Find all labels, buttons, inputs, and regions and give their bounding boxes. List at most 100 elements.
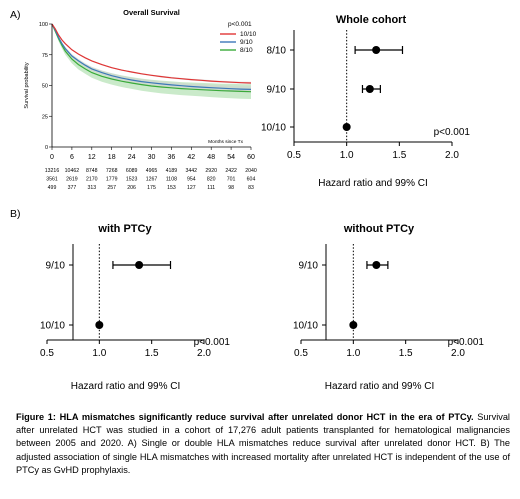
forest-x-tick-label: 1.5 xyxy=(399,348,413,359)
km-at-risk-value: 2619 xyxy=(66,177,78,183)
km-ci-band-9-10 xyxy=(52,24,251,93)
km-x-tick-label: 6 xyxy=(70,154,74,161)
km-at-risk-value: 499 xyxy=(48,185,57,191)
km-x-tick-label: 54 xyxy=(227,154,235,161)
km-at-risk-value: 127 xyxy=(187,185,196,191)
km-at-risk-value: 2170 xyxy=(86,177,98,183)
km-at-risk-value: 257 xyxy=(107,185,116,191)
forest-x-tick-label: 1.5 xyxy=(145,348,159,359)
forest-row-label: 10/10 xyxy=(293,321,318,332)
km-x-tick-label: 30 xyxy=(148,154,156,161)
forest-xlabel: Hazard ratio and 99% CI xyxy=(71,381,181,392)
km-line-9-10 xyxy=(51,23,252,90)
km-at-risk-value: 10462 xyxy=(65,168,80,174)
forest-x-tick-label: 1.5 xyxy=(392,150,406,161)
forest-point xyxy=(95,321,104,329)
km-at-risk-value: 3561 xyxy=(46,177,58,183)
km-line-8-10 xyxy=(51,23,252,93)
km-y-tick-label: 50 xyxy=(42,84,48,90)
km-at-risk-value: 1523 xyxy=(126,177,138,183)
forest-point xyxy=(372,46,381,54)
km-x-tick-label: 42 xyxy=(187,154,195,161)
figure-canvas: A) B) Overall Survival Survival probabili… xyxy=(10,8,484,392)
forest-xlabel: Hazard ratio and 99% CI xyxy=(318,178,428,189)
km-at-risk-value: 111 xyxy=(207,185,215,191)
km-x-tick-label: 0 xyxy=(50,154,54,161)
forest-row-label: 9/10 xyxy=(46,261,66,272)
forest-x-tick-label: 2.0 xyxy=(197,348,211,359)
km-at-risk-value: 175 xyxy=(147,185,156,191)
km-at-risk-value: 6089 xyxy=(126,168,138,174)
forest-title: Whole cohort xyxy=(336,14,407,26)
km-xlabel: Months since Tx xyxy=(208,139,243,145)
km-at-risk-value: 206 xyxy=(127,185,136,191)
forest-x-tick-label: 2.0 xyxy=(445,150,459,161)
forest-row-label: 10/10 xyxy=(261,123,286,134)
km-y-tick-label: 0 xyxy=(45,145,48,151)
forest-point xyxy=(365,85,374,93)
km-at-risk-value: 153 xyxy=(167,185,176,191)
km-y-tick-label: 25 xyxy=(42,114,48,120)
km-at-risk-value: 377 xyxy=(68,185,77,191)
km-at-risk-value: 4965 xyxy=(146,168,158,174)
km-at-risk-value: 8748 xyxy=(86,168,98,174)
km-y-tick-label: 75 xyxy=(42,53,48,59)
forest-x-tick-label: 1.0 xyxy=(346,348,360,359)
km-at-risk-value: 1267 xyxy=(146,177,158,183)
forest-title: with PTCy xyxy=(97,223,152,235)
forest-plot-with-ptcy: with PTCy 9/10 10/10 0.5 1.0 1.5 2.0p<0.001 Haz… xyxy=(40,223,230,392)
forest-x-tick-label: 0.5 xyxy=(40,348,54,359)
km-at-risk-value: 1779 xyxy=(106,177,118,183)
forest-row-label: 9/10 xyxy=(267,85,287,96)
km-at-risk-value: 2422 xyxy=(225,168,237,174)
km-x-tick-label: 48 xyxy=(207,154,215,161)
km-x-tick-label: 24 xyxy=(128,154,136,161)
forest-title: without PTCy xyxy=(343,223,415,235)
km-at-risk-value: 3442 xyxy=(186,168,198,174)
km-p-value: p<0.001 xyxy=(228,21,252,28)
km-at-risk-value: 2920 xyxy=(205,168,217,174)
km-at-risk-value: 13216 xyxy=(45,168,60,174)
km-legend-label: 9/10 xyxy=(240,39,253,46)
forest-x-tick-label: 1.0 xyxy=(340,150,354,161)
forest-plot-whole-cohort: Whole cohort 8/10 9/10 10/10 0.5 1.0 1.5 2.0 p<0… xyxy=(261,14,470,189)
panel-label-a: A) xyxy=(10,9,21,21)
km-at-risk-value: 604 xyxy=(247,177,256,183)
km-title: Overall Survival xyxy=(123,8,180,17)
km-x-tick-label: 12 xyxy=(88,154,96,161)
km-at-risk-value: 820 xyxy=(207,177,216,183)
forest-x-tick-label: 1.0 xyxy=(92,348,106,359)
forest-point xyxy=(372,261,381,269)
caption-title: Figure 1: HLA mismatches significantly r… xyxy=(16,412,474,422)
forest-plot-without-ptcy: without PTCy 9/10 10/10 0.5 1.0 1.5 2.0p<0.001… xyxy=(293,223,484,392)
km-at-risk-value: 4189 xyxy=(166,168,178,174)
forest-p-value: p<0.001 xyxy=(434,127,471,138)
km-line-10-10 xyxy=(51,23,252,84)
km-x-tick-label: 18 xyxy=(108,154,116,161)
forest-row-label: 10/10 xyxy=(40,321,65,332)
km-at-risk-value: 98 xyxy=(228,185,234,191)
figure-caption: Figure 1: HLA mismatches significantly r… xyxy=(16,411,510,477)
forest-point xyxy=(135,261,144,269)
forest-x-tick-label: 0.5 xyxy=(294,348,308,359)
forest-p-value: p<0.001 xyxy=(194,337,231,348)
forest-x-tick-label: 2.0 xyxy=(451,348,465,359)
km-chart: Overall Survival Survival probability 0 25 5… xyxy=(24,8,257,191)
caption-body: Survival after unrelated HCT was studied… xyxy=(16,412,510,475)
km-at-risk-value: 83 xyxy=(248,185,254,191)
forest-point xyxy=(342,123,351,131)
km-at-risk-value: 2040 xyxy=(245,168,257,174)
forest-row-label: 8/10 xyxy=(267,46,287,57)
km-ylabel: Survival probability xyxy=(24,62,30,108)
panel-label-b: B) xyxy=(10,208,21,220)
km-legend-label: 10/10 xyxy=(240,31,257,38)
forest-x-tick-label: 0.5 xyxy=(287,150,301,161)
forest-point xyxy=(349,321,358,329)
forest-row-label: 9/10 xyxy=(299,261,319,272)
km-y-tick-label: 100 xyxy=(39,22,48,28)
km-at-risk-value: 701 xyxy=(227,177,236,183)
km-legend-label: 8/10 xyxy=(240,47,253,54)
km-ci-band-8-10 xyxy=(52,24,251,99)
km-at-risk-value: 1108 xyxy=(166,177,177,183)
km-at-risk-value: 954 xyxy=(187,177,196,183)
